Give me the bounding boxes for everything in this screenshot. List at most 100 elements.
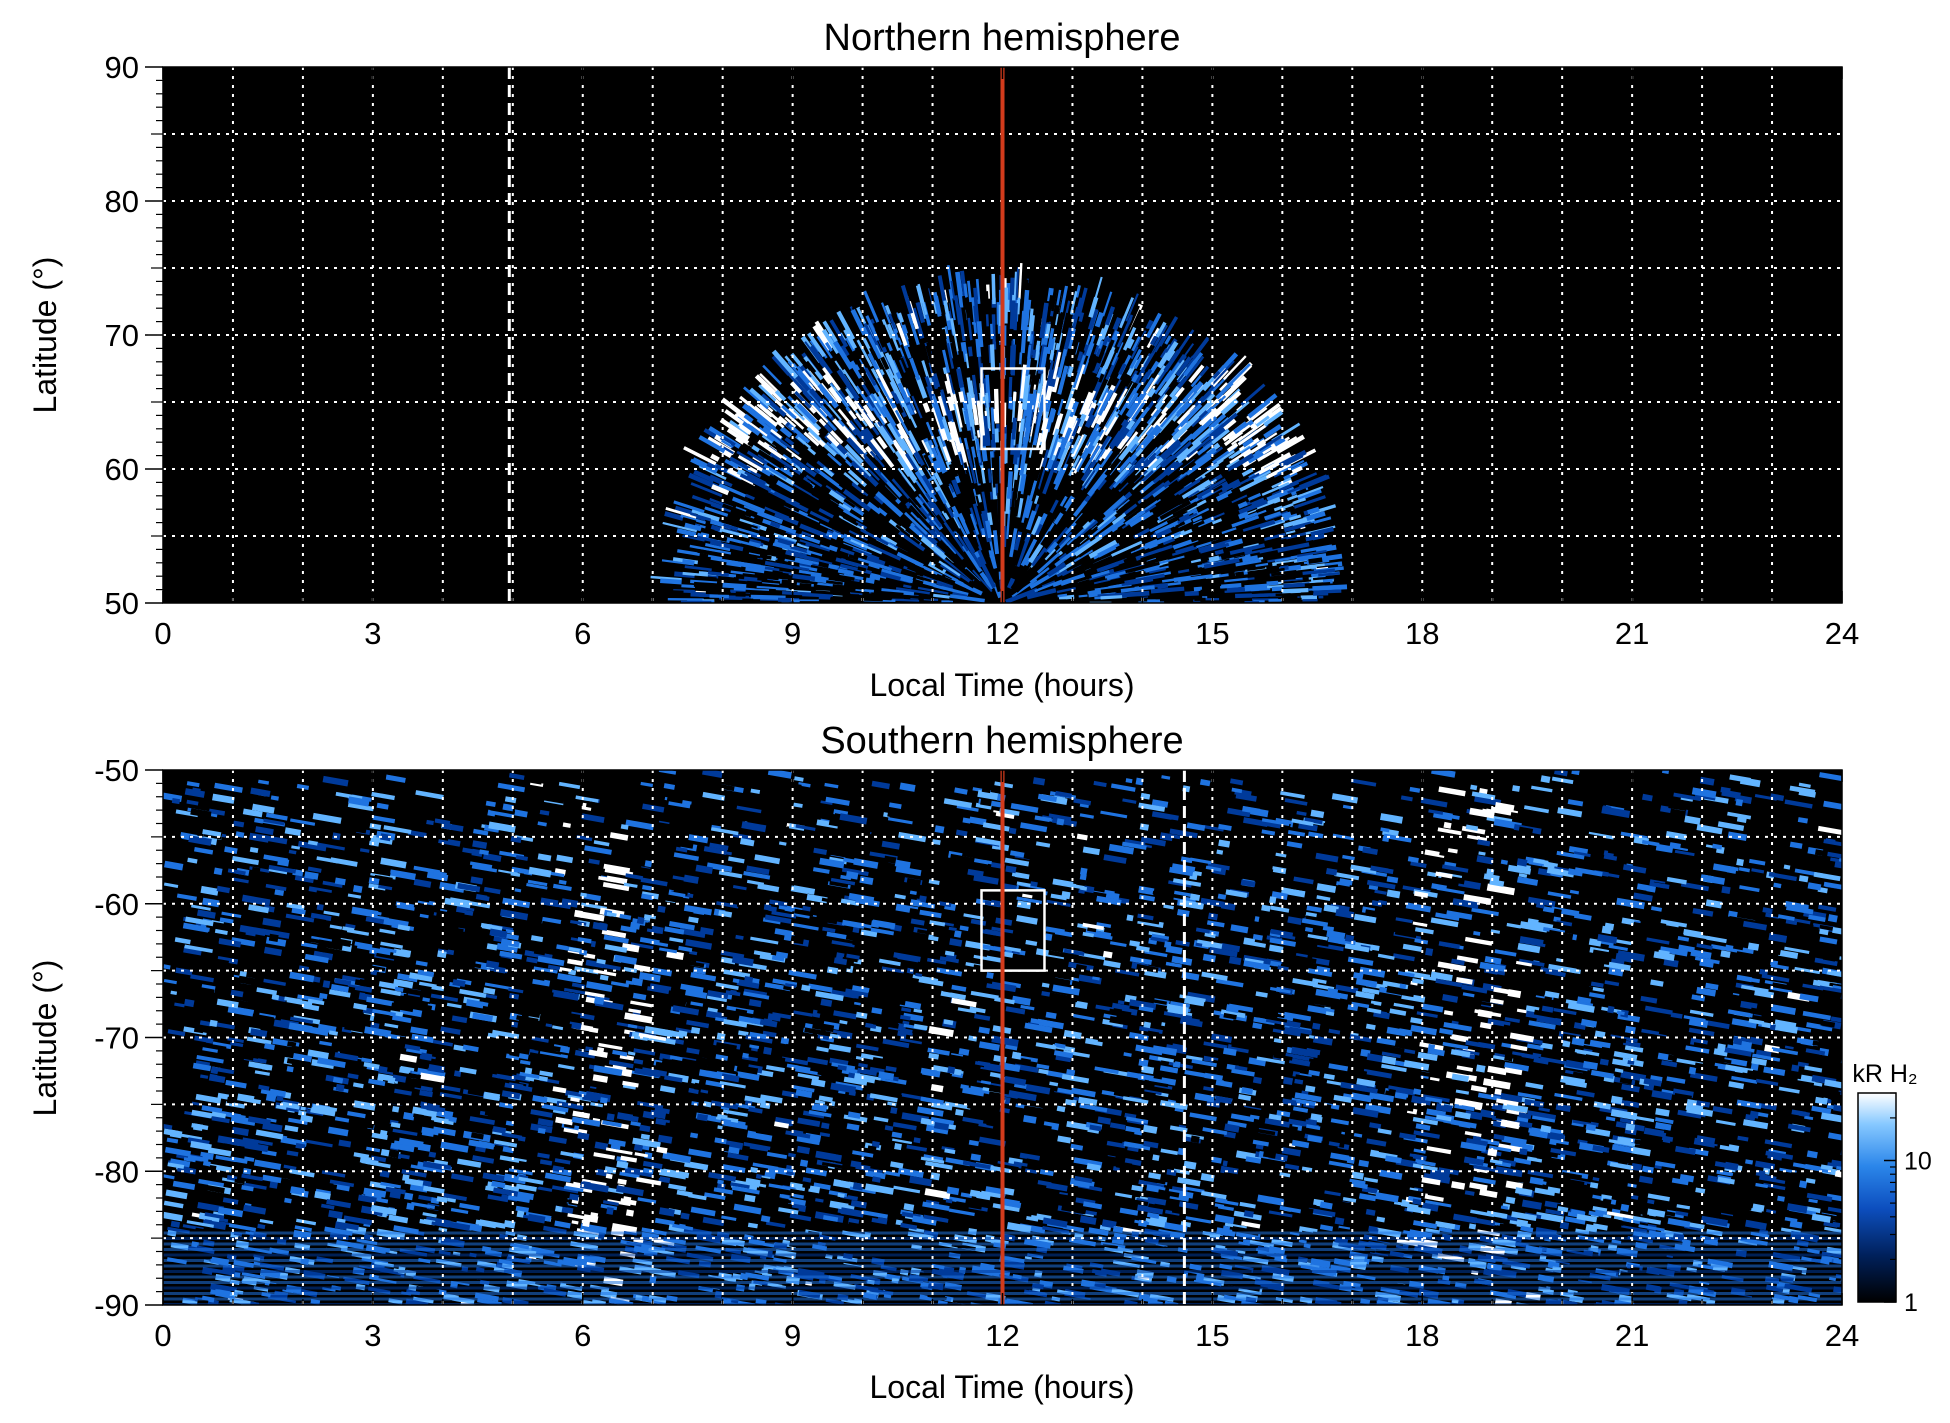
heatmap-cell [1143,535,1173,550]
heatmap-cell [1072,355,1086,389]
heatmap-cell [1185,449,1199,461]
heatmap-cell [707,571,729,577]
heatmap-cell [989,344,996,371]
heatmap-cell [864,933,881,941]
heatmap-cell [832,524,855,537]
heatmap-cell [756,403,773,418]
heatmap-cell [1162,783,1173,789]
heatmap-cell [869,450,885,468]
heatmap-cell [1410,861,1427,869]
heatmap-cell [1479,1189,1498,1198]
heatmap-cell [1033,495,1040,505]
heatmap-cell [1175,545,1195,556]
heatmap-cell [1115,541,1130,551]
heatmap-cell [1310,809,1325,819]
heatmap-cell [212,1041,232,1050]
heatmap-cell [1028,460,1035,480]
heatmap-cell [416,1067,446,1079]
heatmap-cell [1197,478,1218,492]
heatmap-cell [834,584,865,590]
heatmap-cell [817,383,839,409]
heatmap-cell [829,1057,849,1067]
heatmap-cell [888,313,897,330]
heatmap-cell [593,1152,616,1160]
heatmap-cell [1330,1152,1350,1162]
heatmap-cell [1519,936,1547,948]
heatmap-cell [1014,490,1022,517]
heatmap-cell [941,328,952,363]
heatmap-cell [537,1082,553,1091]
heatmap-cell [1241,554,1260,563]
heatmap-cell [1094,436,1113,463]
heatmap-cell [594,1141,609,1151]
heatmap-cell [1105,891,1120,900]
heatmap-cell [1080,469,1096,491]
heatmap-cell [749,532,770,542]
heatmap-cell [1054,546,1080,567]
heatmap-cell [946,546,962,562]
x-tick-label: 15 [1195,616,1229,651]
heatmap-cell [985,291,989,313]
heatmap-cell [963,462,974,490]
heatmap-cell [699,926,714,936]
heatmap-cell [1119,297,1134,329]
heatmap-cell [1569,889,1580,895]
heatmap-cell [1191,336,1210,359]
heatmap-cell [1770,960,1779,967]
heatmap-cell [1087,308,1099,331]
heatmap-cell [733,521,743,528]
heatmap-cell [819,520,848,536]
heatmap-cell [1422,1094,1450,1103]
heatmap-cell [1016,1212,1027,1218]
heatmap-cell [1423,1193,1445,1202]
heatmap-cell [719,417,751,441]
heatmap-cell [1048,813,1072,821]
heatmap-cell [733,1203,762,1215]
heatmap-cell [171,797,181,805]
heatmap-cell [963,579,975,589]
heatmap-cell [869,1086,887,1095]
heatmap-cell [163,792,183,802]
heatmap-cell [1652,882,1670,890]
heatmap-cell [1392,1122,1412,1131]
heatmap-cell [1079,803,1089,808]
heatmap-cell [1054,828,1071,839]
heatmap-cell [963,538,982,568]
heatmap-cell [1402,885,1431,894]
heatmap-cell [977,789,999,801]
heatmap-cell [1179,361,1200,387]
heatmap-cell [378,881,407,890]
heatmap-cell [485,800,496,808]
heatmap-cell [416,785,443,796]
heatmap-cell [502,1146,514,1154]
heatmap-cell [1145,426,1154,436]
heatmap-cell [517,1052,529,1060]
heatmap-cell [621,942,640,953]
heatmap-cell [352,885,363,894]
heatmap-cell [1510,1044,1528,1052]
heatmap-cell [858,595,892,601]
heatmap-cell [1131,336,1141,352]
heatmap-cell [849,360,863,379]
heatmap-cell [1072,558,1096,573]
heatmap-cell [818,507,834,519]
heatmap-cell [1474,1009,1502,1018]
heatmap-cell [1306,1203,1317,1209]
heatmap-cell [527,879,548,887]
heatmap-cell [1056,509,1071,529]
heatmap-cell [1178,404,1196,423]
heatmap-cell [1217,506,1230,514]
heatmap-cell [238,1162,263,1174]
heatmap-cell [853,326,870,355]
heatmap-cell [895,587,930,595]
heatmap-cell [1293,495,1326,509]
heatmap-cell [248,1061,273,1071]
heatmap-cell [798,782,811,788]
heatmap-cell [1271,891,1288,900]
heatmap-cell [1011,1051,1022,1060]
heatmap-cell [816,582,833,587]
heatmap-cell [1098,523,1118,539]
heatmap-cell [720,531,750,543]
heatmap-cell [1101,1219,1117,1229]
heatmap-cell [977,568,995,591]
